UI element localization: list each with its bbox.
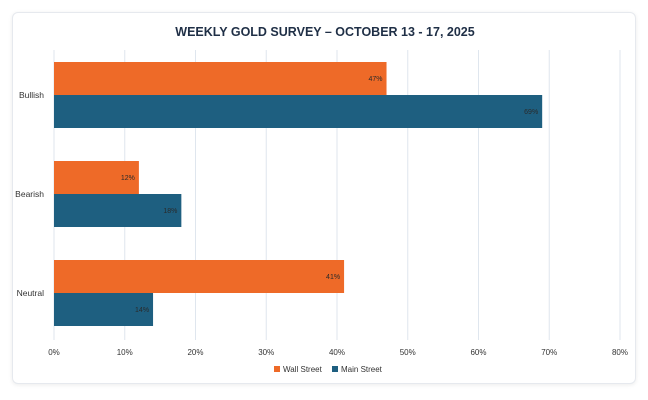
x-tick-label: 60% [470, 348, 486, 357]
category-label: Bearish [15, 189, 44, 199]
legend-swatch [332, 366, 338, 372]
x-tick-label: 10% [117, 348, 133, 357]
x-tick-label: 80% [612, 348, 628, 357]
x-tick-label: 30% [258, 348, 274, 357]
bars: 47% 69% 12% 18% 41% 14% [54, 62, 543, 326]
legend-label: Wall Street [283, 365, 323, 374]
x-tick-label: 40% [329, 348, 345, 357]
legend-label: Main Street [341, 365, 383, 374]
legend: Wall Street Main Street [274, 365, 383, 374]
x-axis-tick-labels: 0% 10% 20% 30% 40% 50% 60% 70% 80% [48, 348, 628, 357]
chart-title: WEEKLY GOLD SURVEY – OCTOBER 13 - 17, 20… [175, 25, 474, 39]
bar-main-street [54, 194, 182, 227]
x-tick-label: 50% [400, 348, 416, 357]
bar-main-street [54, 95, 543, 128]
x-tick-label: 70% [541, 348, 557, 357]
data-label: 69% [524, 109, 538, 116]
category-labels: Bullish Bearish Neutral [15, 90, 44, 298]
data-label: 18% [163, 208, 177, 215]
bar-wall-street [54, 62, 387, 95]
category-label: Bullish [19, 90, 44, 100]
data-label: 47% [369, 76, 383, 83]
category-label: Neutral [17, 288, 45, 298]
bar-wall-street [54, 161, 139, 194]
data-label: 41% [326, 274, 340, 281]
data-label: 12% [121, 175, 135, 182]
legend-swatch [274, 366, 280, 372]
bar-wall-street [54, 260, 345, 293]
data-label: 14% [135, 307, 149, 314]
x-tick-label: 20% [187, 348, 203, 357]
x-tick-label: 0% [48, 348, 60, 357]
bar-main-street [54, 293, 154, 326]
